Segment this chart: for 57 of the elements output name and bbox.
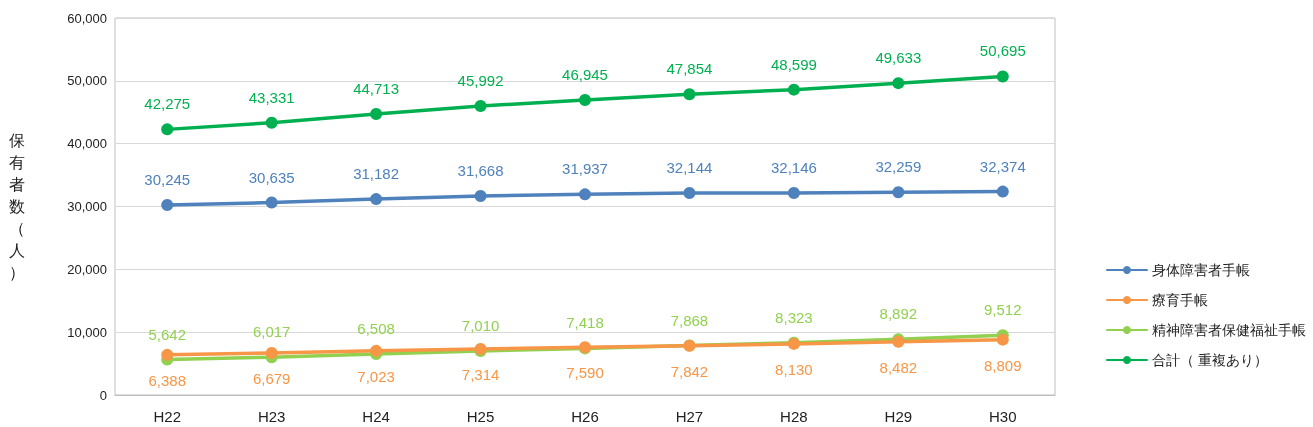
y-tick-label: 50,000: [67, 73, 107, 89]
data-label: 49,633: [875, 49, 922, 67]
y-tick-label: 40,000: [67, 136, 107, 152]
data-label: 43,331: [248, 88, 295, 106]
x-tick-label: H30: [989, 408, 1017, 425]
data-label: 8,130: [775, 360, 813, 378]
data-label: 32,374: [979, 157, 1026, 175]
data-label: 8,323: [775, 308, 813, 326]
data-label: 50,695: [979, 42, 1026, 60]
y-tick-label: 30,000: [67, 199, 107, 214]
x-tick-label: H25: [466, 408, 495, 425]
data-label: 7,314: [461, 366, 500, 384]
data-label: 6,679: [252, 370, 291, 388]
data-label: 42,275: [144, 95, 191, 113]
data-label: 32,146: [770, 159, 817, 177]
data-label: 31,937: [562, 160, 608, 178]
data-label: 30,635: [248, 168, 295, 186]
data-label: 7,010: [461, 316, 500, 334]
x-tick-label: H22: [153, 408, 181, 425]
data-label: 47,854: [666, 60, 713, 78]
data-label: 6,388: [148, 371, 186, 389]
y-tick-label: 20,000: [67, 261, 107, 277]
data-label: 48,599: [770, 55, 817, 73]
legend-label: 合計（ 重複あり）: [1152, 352, 1268, 368]
data-label: 9,512: [984, 301, 1022, 319]
data-label: 46,945: [562, 66, 608, 84]
x-tick-label: H28: [780, 408, 808, 425]
legend-label: 療育手帳: [1152, 292, 1208, 308]
data-label: 7,868: [670, 311, 709, 329]
data-label: 7,418: [566, 314, 604, 332]
y-axis-title: 保有者数（人）: [9, 132, 25, 281]
x-tick-label: H29: [884, 408, 913, 425]
data-label: 7,023: [357, 367, 395, 385]
data-label: 32,259: [875, 158, 922, 176]
data-label: 6,508: [357, 320, 395, 338]
legend-label: 身体障害者手帳: [1152, 262, 1250, 278]
data-label: 7,590: [566, 364, 604, 382]
data-label: 8,892: [879, 305, 918, 323]
data-label: 8,809: [984, 356, 1022, 374]
data-label: 44,713: [353, 80, 400, 98]
data-label: 31,182: [353, 165, 400, 183]
data-label: 8,482: [879, 358, 918, 376]
data-label: 6,017: [252, 323, 291, 341]
y-tick-label: 10,000: [67, 324, 107, 340]
data-label: 32,144: [666, 159, 713, 177]
x-tick-label: H23: [257, 408, 286, 425]
legend-label: 精神障害者保健福祉手帳: [1152, 322, 1306, 338]
y-tick-label: 60,000: [67, 10, 107, 26]
data-label: 7,842: [670, 362, 709, 380]
x-tick-label: H27: [675, 408, 704, 425]
y-tick-label: 0: [99, 387, 107, 403]
x-tick-label: H24: [362, 408, 390, 425]
x-tick-label: H26: [571, 408, 599, 425]
data-label: 5,642: [148, 325, 186, 343]
data-label: 45,992: [457, 72, 504, 90]
data-label: 31,668: [457, 162, 504, 180]
data-label: 30,245: [144, 170, 191, 188]
